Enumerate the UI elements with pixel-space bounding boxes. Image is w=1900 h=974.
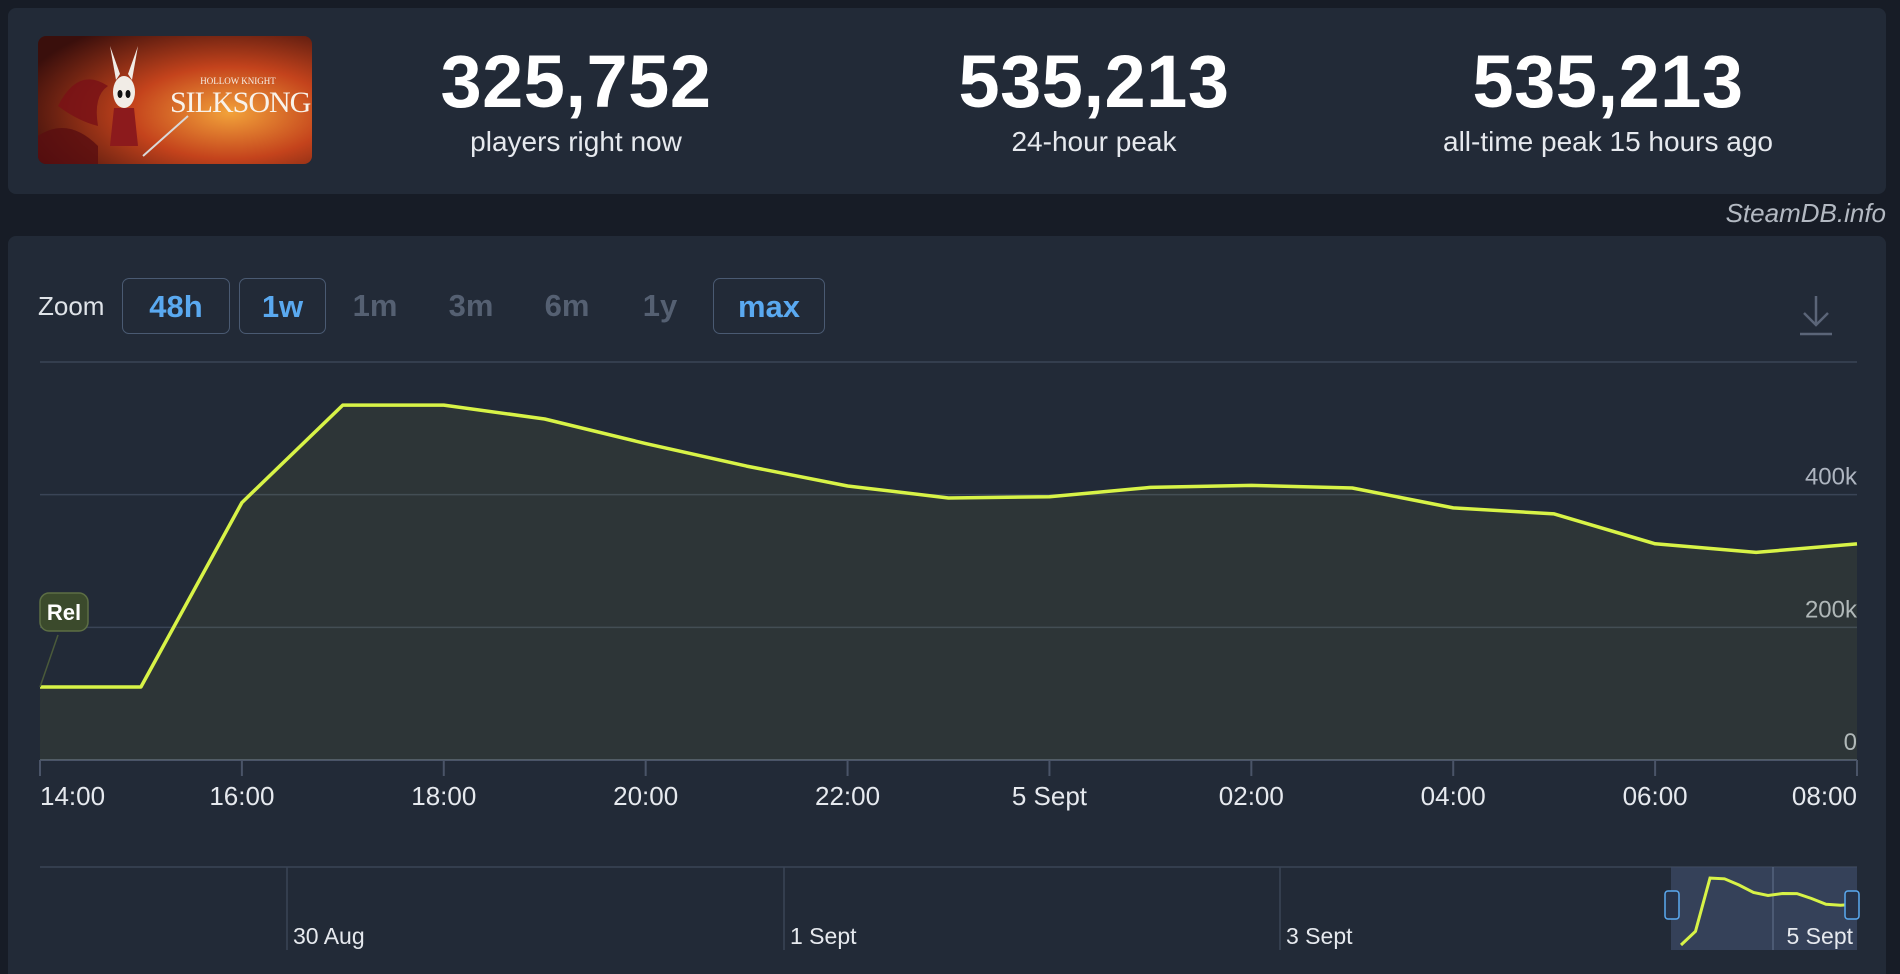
x-tick-label: 02:00 — [1219, 781, 1284, 811]
steamdb-credit[interactable]: SteamDB.info — [1725, 198, 1886, 228]
series-area — [40, 405, 1857, 760]
logo-title: SILKSONG — [170, 86, 311, 119]
navigator-right-handle[interactable] — [1844, 890, 1860, 920]
x-tick-label: 18:00 — [411, 781, 476, 811]
zoom-48h-button[interactable]: 48h — [122, 278, 230, 334]
game-logo[interactable]: HOLLOW KNIGHT SILKSONG — [38, 36, 312, 164]
release-flag[interactable] — [39, 592, 89, 632]
players-now-label: players right now — [470, 126, 682, 157]
release-flag-label: Rel — [47, 600, 81, 625]
x-tick-label: 22:00 — [815, 781, 880, 811]
x-tick-label: 06:00 — [1623, 781, 1688, 811]
series-line[interactable] — [40, 403, 1858, 689]
download-icon-glyph — [1800, 296, 1832, 336]
all-time-peak-value: 535,213 — [1472, 40, 1744, 123]
download-icon[interactable] — [1796, 292, 1836, 338]
y-tick-label: 200k — [1805, 596, 1858, 623]
stat-24h-peak: 535,213 24-hour peak — [834, 38, 1354, 160]
x-tick-label: 5 Sept — [1012, 781, 1088, 811]
zoom-1y-button[interactable]: 1y — [642, 288, 678, 323]
zoom-label: Zoom — [38, 291, 105, 321]
game-logo-image — [38, 36, 312, 164]
x-tick-label: 16:00 — [209, 781, 274, 811]
navigator-label: 3 Sept — [1286, 923, 1353, 949]
x-tick-label: 20:00 — [613, 781, 678, 811]
zoom-max-button[interactable]: max — [713, 278, 825, 334]
zoom-1w-button[interactable]: 1w — [239, 278, 326, 334]
navigator-series-line — [1679, 876, 1856, 947]
zoom-3m-button[interactable]: 3m — [448, 288, 494, 323]
y-tick-label: 400k — [1805, 464, 1858, 491]
all-time-peak-label: all-time peak 15 hours ago — [1443, 126, 1773, 157]
x-tick-label: 04:00 — [1421, 781, 1486, 811]
peak-24h-label: 24-hour peak — [1011, 126, 1177, 157]
navigator-label: 5 Sept — [1787, 923, 1854, 949]
navigator-label: 30 Aug — [293, 923, 365, 949]
x-tick-label: 08:00 — [1792, 781, 1857, 811]
peak-24h-value: 535,213 — [958, 40, 1230, 123]
annotation-connector — [39, 634, 59, 688]
logo-subtitle: HOLLOW KNIGHT — [200, 76, 276, 86]
navigator-left-handle[interactable] — [1664, 890, 1680, 920]
zoom-1m-button[interactable]: 1m — [352, 288, 398, 323]
chart-panel: Zoom 48h 1w 1m 3m 6m 1y max — [8, 236, 1886, 974]
players-now-value: 325,752 — [440, 40, 712, 123]
x-tick-label: 14:00 — [40, 781, 105, 811]
stat-all-time-peak: 535,213 all-time peak 15 hours ago — [1348, 38, 1868, 160]
navigator-label: 1 Sept — [790, 923, 857, 949]
stats-panel: HOLLOW KNIGHT SILKSONG 325,752 players r… — [8, 8, 1886, 194]
zoom-6m-button[interactable]: 6m — [544, 288, 590, 323]
stat-players-now: 325,752 players right now — [316, 38, 836, 160]
y-tick-label: 0 — [1844, 729, 1857, 756]
